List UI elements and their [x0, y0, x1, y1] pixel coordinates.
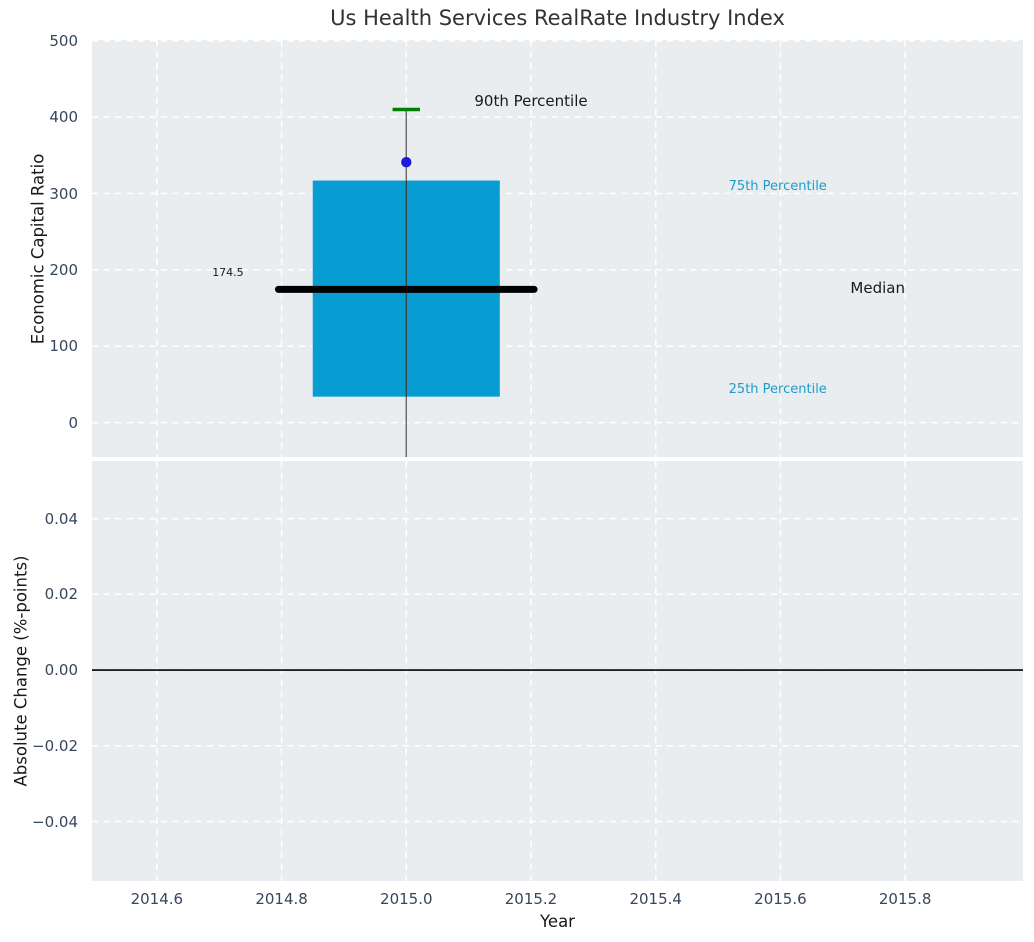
- y-tick-label: 0.00: [44, 661, 78, 680]
- x-tick-label: 2015.6: [754, 890, 807, 908]
- y-axis-label-top: Economic Capital Ratio: [28, 153, 48, 345]
- chart-title: Us Health Services RealRate Industry Ind…: [330, 6, 785, 30]
- x-tick-label: 2015.4: [629, 890, 682, 908]
- y-tick-label: 200: [49, 260, 78, 279]
- y-tick-label: 500: [49, 31, 78, 50]
- y-tick-label: −0.02: [32, 736, 78, 755]
- y-tick-label: 0: [68, 413, 78, 432]
- bottom-axes: [92, 461, 1023, 881]
- y-tick-label: 100: [49, 337, 78, 356]
- y-tick-label: 400: [49, 108, 78, 127]
- x-tick-label: 2014.6: [130, 890, 184, 908]
- y-tick-label: 300: [49, 184, 78, 203]
- y-tick-label: −0.04: [32, 812, 78, 831]
- annotation-174-5: 174.5: [212, 266, 244, 280]
- top-axes: [92, 40, 1023, 457]
- x-tick-label: 2015.8: [878, 890, 932, 908]
- annotation-75th-percentile: 75th Percentile: [728, 178, 827, 194]
- company-marker: [401, 156, 412, 168]
- annotation-90th-percentile: 90th Percentile: [474, 91, 588, 110]
- y-tick-label: 0.02: [44, 585, 78, 604]
- annotation-25th-percentile: 25th Percentile: [728, 381, 827, 397]
- x-tick-label: 2015.0: [380, 890, 433, 908]
- y-tick-label: 0.04: [44, 509, 78, 528]
- x-tick-label: 2014.8: [255, 890, 308, 908]
- x-axis-label: Year: [540, 912, 575, 931]
- annotation-median: Median: [850, 278, 905, 297]
- x-tick-label: 2015.2: [504, 890, 558, 908]
